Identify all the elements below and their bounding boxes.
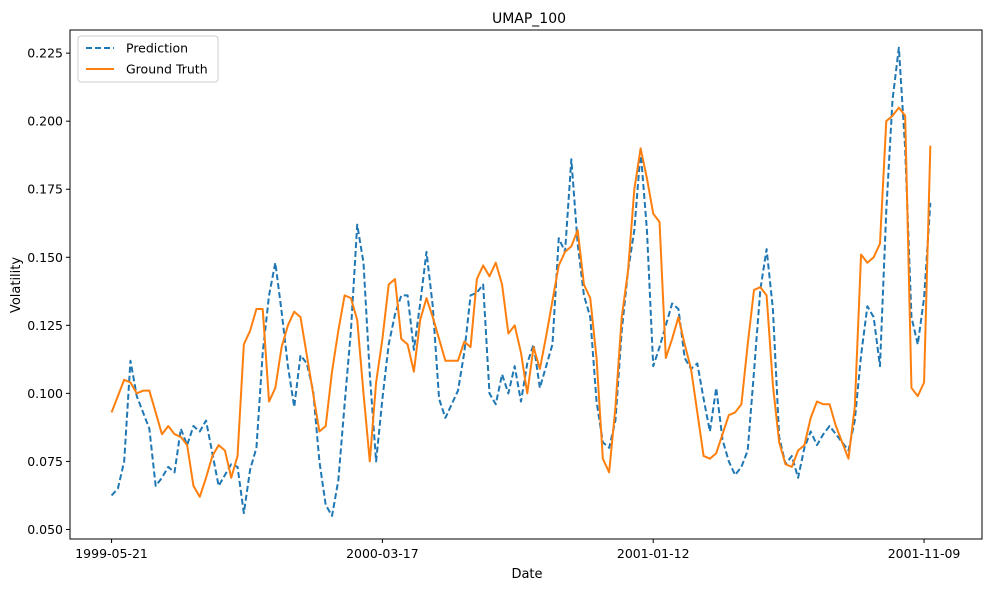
chart-title: UMAP_100 <box>492 11 566 27</box>
x-tick-label: 2001-01-12 <box>617 546 690 561</box>
x-axis: 1999-05-21 2000-03-17 2001-01-12 2001-11-09 <box>75 539 960 561</box>
legend-label-prediction: Prediction <box>126 41 188 56</box>
y-axis: 0.050 0.075 0.100 0.125 0.150 0.175 0.200 0.225 <box>27 46 70 537</box>
y-tick-label: 0.125 <box>27 318 63 333</box>
legend-label-ground-truth: Ground Truth <box>126 62 208 77</box>
y-tick-label: 0.200 <box>27 114 63 129</box>
y-tick-label: 0.100 <box>27 386 63 401</box>
y-tick-label: 0.150 <box>27 250 63 265</box>
x-tick-label: 2000-03-17 <box>346 546 419 561</box>
y-tick-label: 0.075 <box>27 454 63 469</box>
y-tick-label: 0.175 <box>27 182 63 197</box>
x-tick-label: 1999-05-21 <box>75 546 148 561</box>
legend: Prediction Ground Truth <box>77 35 219 83</box>
y-axis-label: Volatility <box>9 257 24 313</box>
x-axis-label: Date <box>511 567 542 582</box>
series-layer <box>110 46 932 517</box>
x-tick-label: 2001-11-09 <box>888 546 961 561</box>
y-tick-label: 0.050 <box>27 522 63 537</box>
plot-area-frame <box>69 29 983 540</box>
series-line-ground-truth <box>110 106 932 498</box>
y-tick-label: 0.225 <box>27 46 63 61</box>
